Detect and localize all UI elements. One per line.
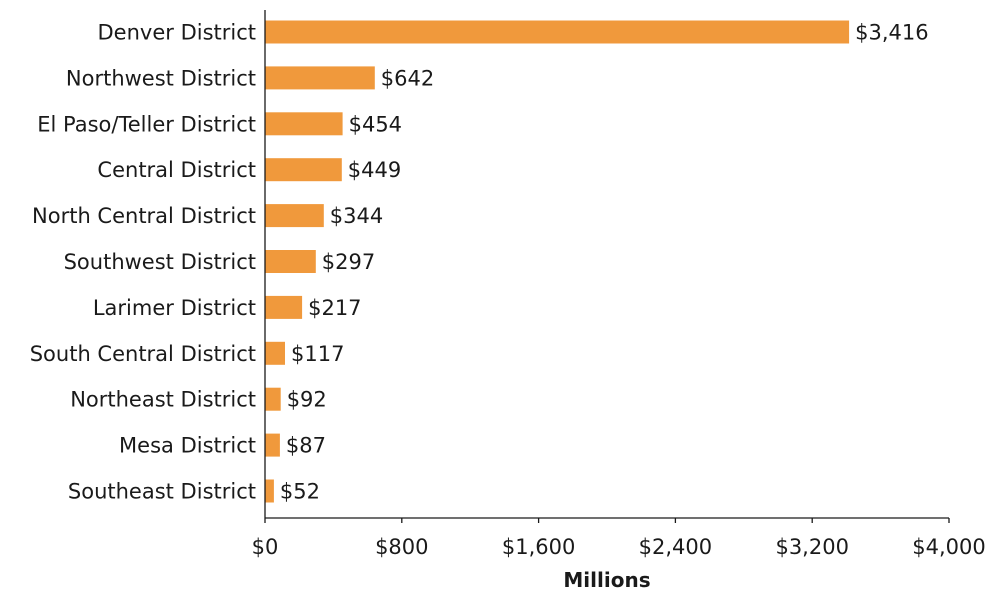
bar-northwest-district <box>265 66 375 90</box>
value-label-mesa-district: $87 <box>286 434 326 458</box>
category-label-larimer-district: Larimer District <box>93 296 256 320</box>
value-label-northwest-district: $642 <box>381 66 434 90</box>
axis-layer: $0 $800 $1,600 $2,400 $3,200 $4,000 <box>252 10 986 559</box>
value-label-el-paso-teller-district: $454 <box>349 112 402 136</box>
x-axis-title: Millions <box>563 568 650 592</box>
value-label-south-central-district: $117 <box>291 342 344 366</box>
x-tick-label-800: $800 <box>375 535 428 559</box>
bar-larimer-district <box>265 295 303 319</box>
x-tick-label-2400: $2,400 <box>639 535 712 559</box>
x-tick-label-4000: $4,000 <box>912 535 985 559</box>
category-label-southwest-district: Southwest District <box>64 250 256 274</box>
value-label-central-district: $449 <box>348 158 401 182</box>
value-label-larimer-district: $217 <box>308 296 361 320</box>
category-label-northwest-district: Northwest District <box>66 66 256 90</box>
category-label-southeast-district: Southeast District <box>68 480 256 504</box>
bar-el-paso-teller-district <box>265 112 343 136</box>
x-tick-label-0: $0 <box>252 535 279 559</box>
x-tick-label-1600: $1,600 <box>502 535 575 559</box>
bar-denver-district <box>265 20 850 44</box>
value-label-southwest-district: $297 <box>322 250 375 274</box>
value-label-southeast-district: $52 <box>280 480 320 504</box>
bars-layer <box>265 20 850 503</box>
category-label-mesa-district: Mesa District <box>119 434 256 458</box>
bar-southeast-district <box>265 479 274 503</box>
category-label-north-central-district: North Central District <box>32 204 256 228</box>
bar-north-central-district <box>265 204 324 228</box>
category-label-denver-district: Denver District <box>98 21 256 45</box>
value-label-north-central-district: $344 <box>330 204 383 228</box>
category-label-central-district: Central District <box>97 158 256 182</box>
value-label-northeast-district: $92 <box>287 388 327 412</box>
category-label-northeast-district: Northeast District <box>70 388 256 412</box>
bar-central-district <box>265 158 342 182</box>
value-label-denver-district: $3,416 <box>855 21 928 45</box>
x-tick-label-3200: $3,200 <box>775 535 848 559</box>
bar-south-central-district <box>265 341 285 365</box>
bar-mesa-district <box>265 433 280 457</box>
labels-layer: Denver District $3,416 Northwest District $… <box>30 21 929 504</box>
category-label-el-paso-teller-district: El Paso/Teller District <box>37 112 256 136</box>
bar-northeast-district <box>265 387 281 411</box>
category-label-south-central-district: South Central District <box>30 342 256 366</box>
bar-southwest-district <box>265 250 316 273</box>
